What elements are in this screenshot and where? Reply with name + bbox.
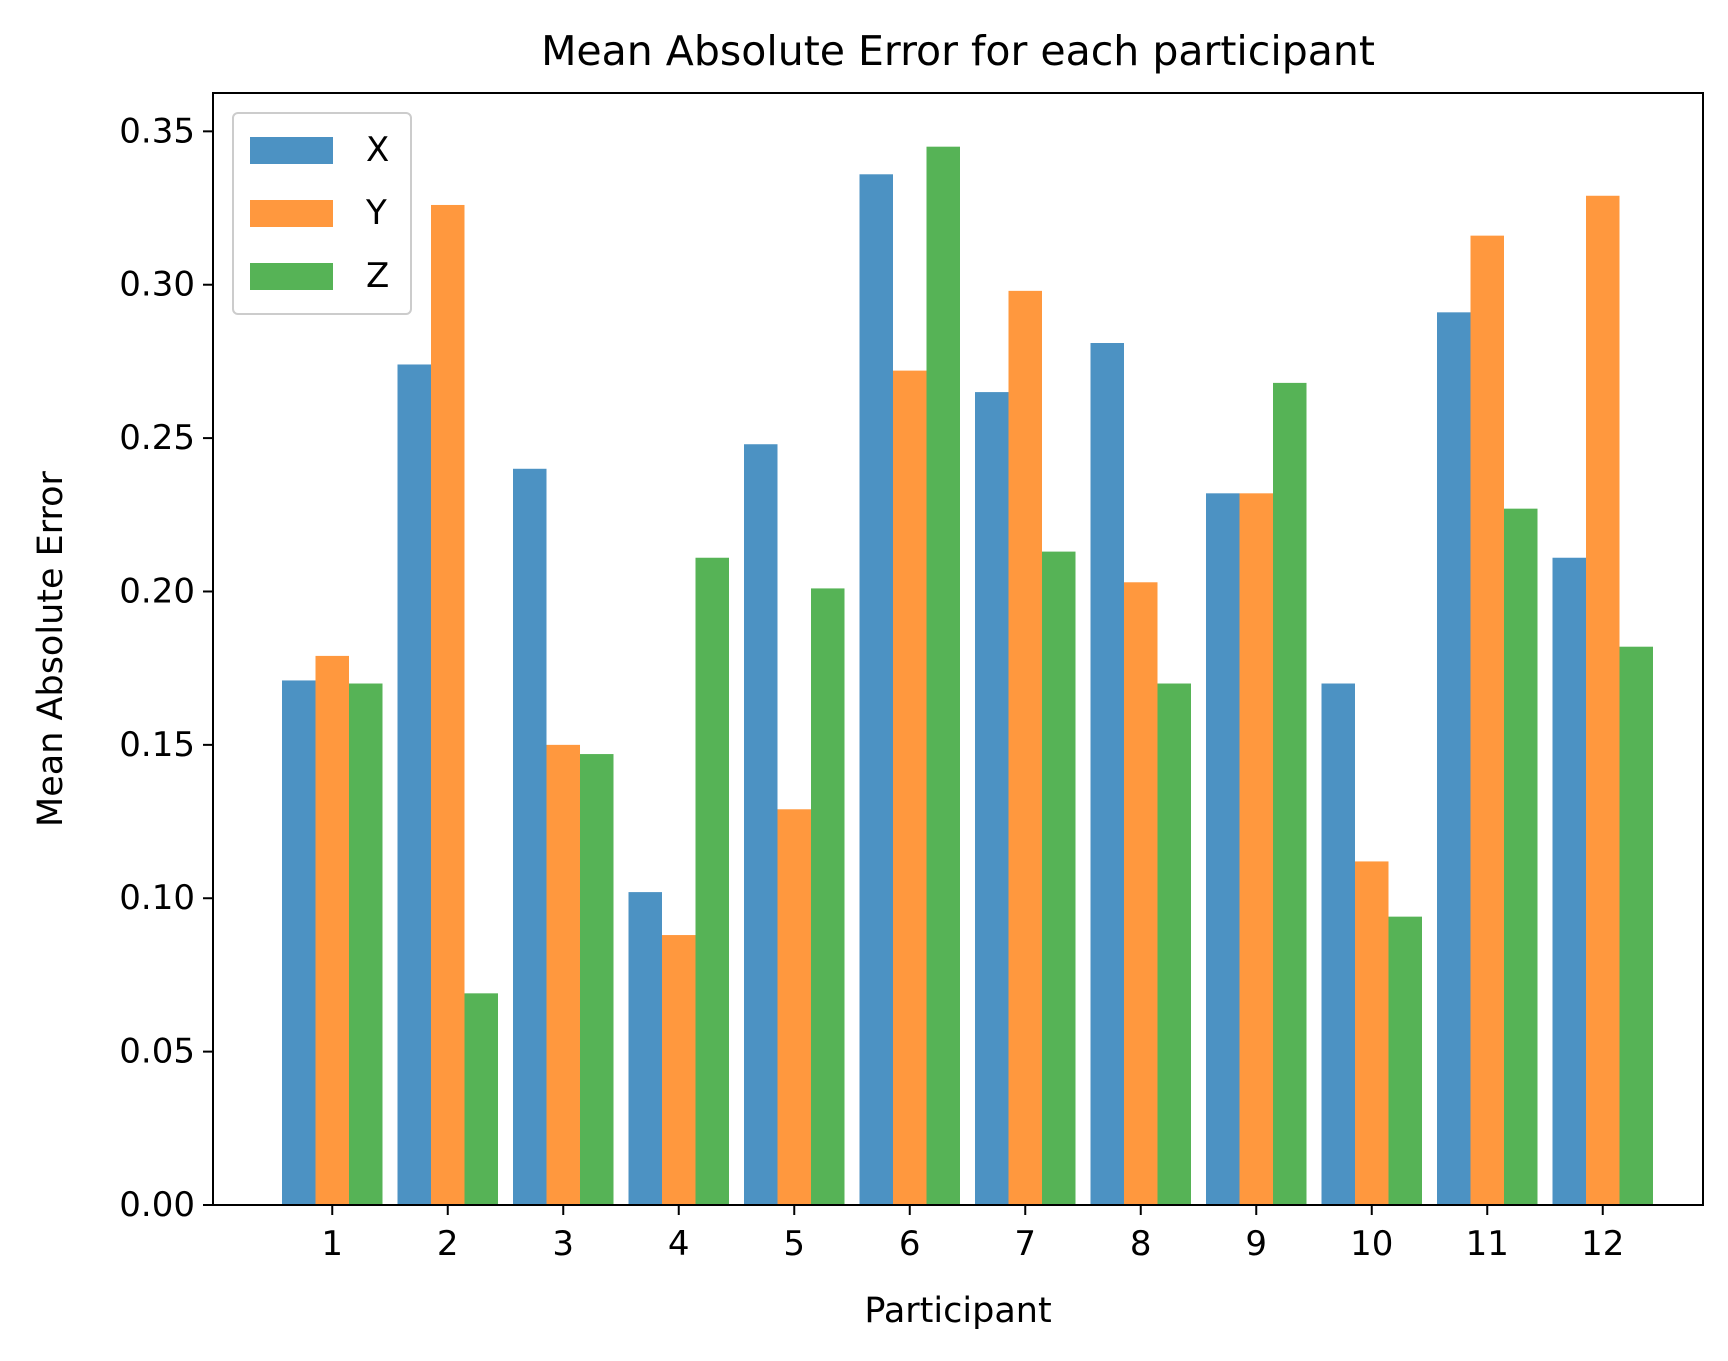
x-tick-label: 9 xyxy=(1245,1224,1267,1264)
bar-z-participant-9 xyxy=(1273,382,1307,1205)
bar-x-participant-9 xyxy=(1206,493,1240,1205)
bar-z-participant-12 xyxy=(1619,646,1653,1205)
bar-x-participant-6 xyxy=(859,174,893,1206)
y-tick-label: 0.35 xyxy=(119,111,195,151)
legend-swatch-y xyxy=(250,200,333,227)
bar-y-participant-5 xyxy=(777,809,811,1205)
x-axis-label: Participant xyxy=(864,1291,1051,1331)
y-axis-ticks: 0.00 0.05 0.10 0.15 0.20 0.25 0.30 0.35 xyxy=(119,111,213,1225)
y-tick-label: 0.15 xyxy=(119,725,195,765)
bar-x-participant-4 xyxy=(628,892,662,1205)
bar-y-participant-11 xyxy=(1470,235,1504,1205)
x-axis-ticks: 1 2 3 4 5 6 7 8 9 10 11 12 xyxy=(321,1205,1624,1264)
y-axis-label: Mean Absolute Error xyxy=(31,470,71,827)
x-tick-label: 6 xyxy=(899,1224,921,1264)
y-tick-label: 0.05 xyxy=(119,1032,195,1072)
x-tick-label: 11 xyxy=(1466,1224,1509,1264)
legend-swatch-z xyxy=(250,263,333,290)
bar-z-participant-7 xyxy=(1042,551,1076,1205)
bar-z-participant-8 xyxy=(1157,683,1191,1205)
bar-z-participant-11 xyxy=(1504,508,1538,1205)
bars-layer xyxy=(282,146,1653,1206)
legend-label-y: Y xyxy=(365,193,387,233)
bar-x-participant-10 xyxy=(1321,683,1355,1205)
bar-y-participant-1 xyxy=(315,655,349,1205)
bar-z-participant-5 xyxy=(811,588,845,1205)
x-tick-label: 10 xyxy=(1350,1224,1393,1264)
bar-y-participant-3 xyxy=(546,744,580,1205)
x-tick-label: 2 xyxy=(437,1224,459,1264)
bar-y-participant-9 xyxy=(1239,493,1273,1205)
legend-label-x: X xyxy=(366,130,389,170)
bar-x-participant-7 xyxy=(975,392,1009,1205)
x-tick-label: 4 xyxy=(668,1224,690,1264)
bar-x-participant-12 xyxy=(1552,557,1586,1205)
x-tick-label: 12 xyxy=(1581,1224,1624,1264)
legend-label-z: Z xyxy=(366,256,389,296)
x-tick-label: 7 xyxy=(1014,1224,1036,1264)
bar-z-participant-1 xyxy=(349,683,383,1205)
bar-x-participant-1 xyxy=(282,680,316,1205)
bar-y-participant-7 xyxy=(1008,290,1042,1205)
chart-title: Mean Absolute Error for each participant xyxy=(541,27,1375,75)
y-tick-label: 0.30 xyxy=(119,265,195,305)
x-tick-label: 1 xyxy=(321,1224,343,1264)
y-tick-label: 0.00 xyxy=(119,1185,195,1225)
y-tick-label: 0.10 xyxy=(119,878,195,918)
bar-y-participant-2 xyxy=(431,204,465,1205)
legend-swatch-x xyxy=(250,137,333,164)
bar-z-participant-4 xyxy=(695,557,729,1205)
x-tick-label: 3 xyxy=(552,1224,574,1264)
bar-y-participant-10 xyxy=(1355,861,1389,1205)
plot-frame xyxy=(212,92,1704,1206)
x-tick-label: 5 xyxy=(783,1224,805,1264)
x-tick-label: 8 xyxy=(1130,1224,1152,1264)
y-tick-label: 0.20 xyxy=(119,571,195,611)
bar-y-participant-4 xyxy=(662,935,696,1205)
bar-y-participant-8 xyxy=(1124,582,1158,1205)
bar-x-participant-8 xyxy=(1090,343,1124,1205)
bar-y-participant-6 xyxy=(893,370,927,1205)
bar-x-participant-11 xyxy=(1437,312,1471,1206)
y-tick-label: 0.25 xyxy=(119,418,195,458)
bar-y-participant-12 xyxy=(1586,195,1620,1205)
bar-z-participant-2 xyxy=(464,993,498,1205)
legend: XYZ xyxy=(232,112,412,315)
bar-z-participant-10 xyxy=(1388,916,1422,1205)
bar-x-participant-5 xyxy=(744,444,778,1205)
bar-z-participant-3 xyxy=(580,754,614,1205)
bar-z-participant-6 xyxy=(926,146,960,1206)
bar-x-participant-3 xyxy=(513,468,547,1205)
bar-x-participant-2 xyxy=(397,364,431,1205)
